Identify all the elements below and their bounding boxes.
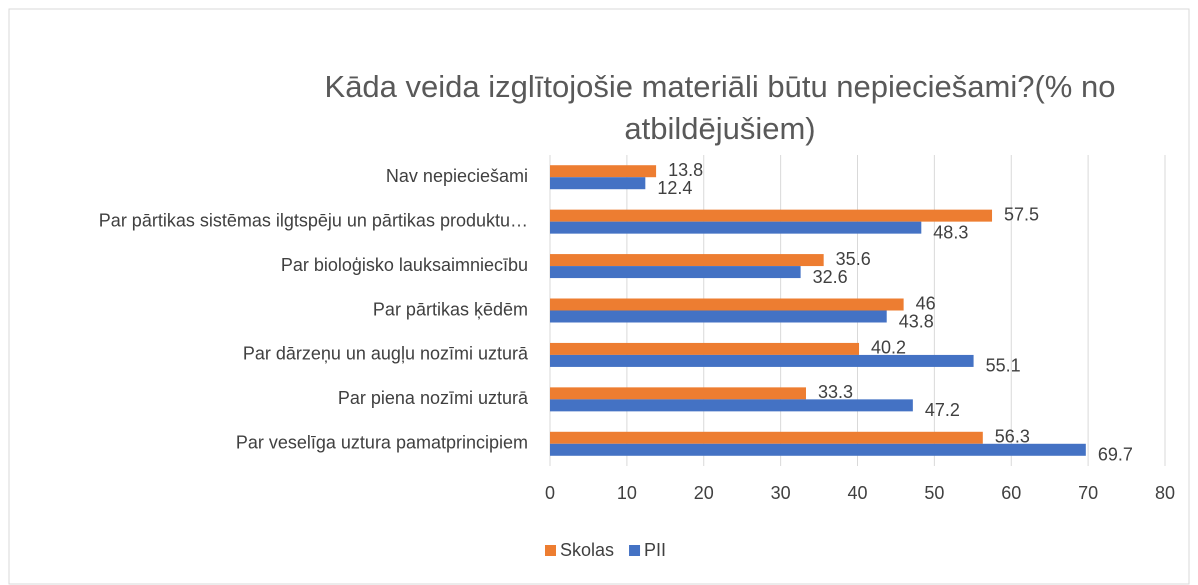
x-tick-label: 0 — [545, 483, 555, 503]
bar — [550, 431, 983, 444]
bar — [550, 221, 922, 234]
data-label: 48.3 — [933, 222, 968, 242]
data-label: 40.2 — [871, 338, 906, 358]
x-tick-label: 40 — [847, 483, 867, 503]
legend-label: Skolas — [560, 540, 614, 560]
data-label: 69.7 — [1098, 445, 1133, 465]
x-tick-label: 80 — [1155, 483, 1175, 503]
x-tick-label: 70 — [1078, 483, 1098, 503]
x-tick-label: 60 — [1001, 483, 1021, 503]
bar — [550, 209, 993, 222]
chart-title: Kāda veida izglītojošie materiāli būtu n… — [324, 69, 1116, 146]
bar — [550, 298, 904, 311]
bar — [550, 310, 887, 323]
data-label: 13.8 — [668, 160, 703, 180]
legend-label: PII — [644, 540, 666, 560]
bar — [550, 387, 806, 400]
data-label: 32.6 — [813, 267, 848, 287]
bar — [550, 254, 824, 267]
data-label: 46 — [916, 293, 936, 313]
y-tick-label: Par pārtikas sistēmas ilgtspēju un pārti… — [99, 210, 528, 230]
y-tick-label: Nav nepieciešami — [386, 166, 528, 186]
bar — [550, 165, 657, 178]
data-label: 47.2 — [925, 400, 960, 420]
data-label: 43.8 — [899, 311, 934, 331]
data-label: 35.6 — [836, 249, 871, 269]
chart-border — [8, 8, 1190, 585]
y-tick-label: Par dārzeņu un augļu nozīmi uzturā — [243, 344, 529, 364]
data-label: 56.3 — [995, 427, 1030, 447]
y-tick-label: Par pārtikas ķēdēm — [373, 299, 528, 319]
bar — [550, 342, 860, 355]
data-label: 57.5 — [1004, 204, 1039, 224]
legend-swatch — [545, 545, 556, 556]
bar — [550, 354, 974, 367]
y-tick-label: Par bioloģisko lauksaimniecību — [281, 255, 528, 275]
bar — [550, 177, 646, 190]
bar — [550, 399, 913, 412]
x-tick-label: 20 — [694, 483, 714, 503]
x-tick-label: 50 — [924, 483, 944, 503]
y-tick-label: Par veselīga uztura pamatprincipiem — [236, 433, 528, 453]
data-label: 55.1 — [986, 356, 1021, 376]
bar — [550, 266, 801, 279]
x-tick-label: 30 — [771, 483, 791, 503]
bar — [550, 443, 1086, 456]
legend-swatch — [629, 545, 641, 556]
data-label: 12.4 — [657, 178, 692, 198]
x-tick-label: 10 — [617, 483, 637, 503]
data-label: 33.3 — [818, 382, 853, 402]
y-tick-label: Par piena nozīmi uzturā — [338, 388, 529, 408]
